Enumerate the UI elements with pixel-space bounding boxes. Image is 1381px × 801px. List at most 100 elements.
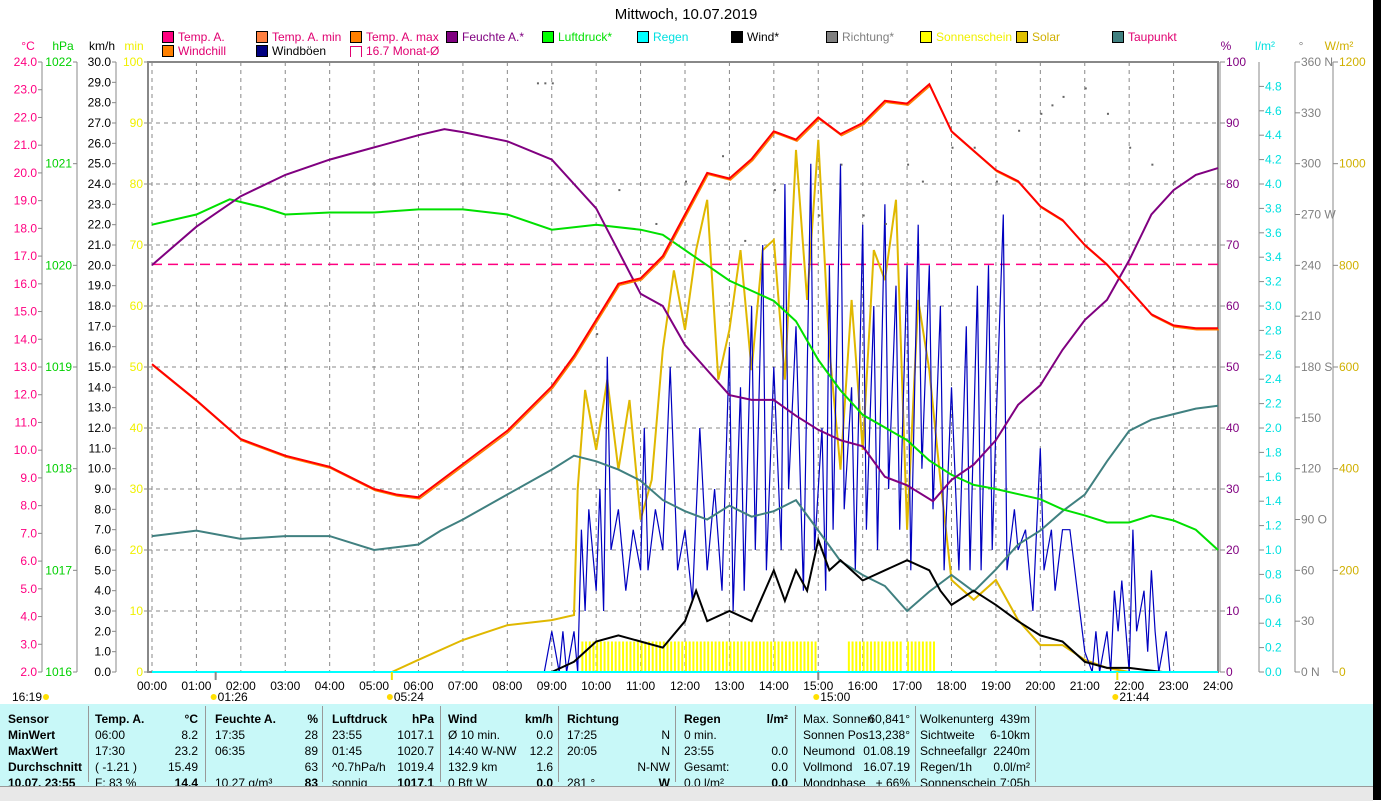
astro-time-sunset: 21:44 [1119, 690, 1149, 704]
column-separator [322, 706, 323, 782]
sunshine-bar [685, 641, 687, 672]
sunshine-bar [847, 641, 850, 672]
axis-tick-label: 180 S [1301, 360, 1332, 374]
axis-tick-label: 0.2 [1265, 641, 1282, 655]
legend-swatch [542, 31, 554, 43]
axis-tick-label: 20.0 [88, 258, 112, 272]
legend-swatch [162, 31, 174, 43]
sunshine-bar [929, 641, 932, 672]
direction-point [722, 155, 725, 158]
legend-item: Temp. A. min [256, 30, 341, 44]
axis-unit-label: min [124, 39, 143, 53]
row-value: 15.49 [167, 760, 198, 774]
row-label: Regen/1h [920, 760, 973, 774]
axis-tick-label: 25.0 [88, 157, 112, 171]
column-header: Richtung [567, 712, 619, 726]
axis-tick-label: 5.0 [20, 582, 37, 596]
row-value: 89 [304, 744, 318, 758]
legend-label: Temp. A. [178, 30, 225, 44]
row-label: 06:00 [95, 728, 126, 742]
sun-icon [1112, 694, 1119, 700]
direction-point [1173, 180, 1176, 183]
row-value: 0.0l/m² [993, 760, 1030, 774]
legend-swatch [256, 31, 268, 43]
axis-tick-label: 2.4 [1265, 372, 1282, 386]
direction-point [744, 239, 747, 242]
sunshine-bar [777, 641, 780, 672]
axis-tick-label: 2.0 [20, 665, 37, 679]
column-separator [1035, 706, 1036, 782]
column-separator [675, 706, 676, 782]
row-value: W [658, 776, 670, 790]
x-tick-label: 11:00 [626, 679, 655, 693]
axis-tick-label: 26.0 [88, 136, 112, 150]
row-value: N [661, 728, 670, 742]
sunshine-bar [662, 641, 665, 672]
axis-tick-label: 0 [1339, 665, 1346, 679]
sunshine-bar [592, 641, 595, 672]
axis-tick-label: 1020 [45, 258, 72, 272]
series-feuchte-a- [151, 128, 1219, 503]
sunshine-bar [803, 641, 806, 672]
axis-tick-label: 20 [1226, 543, 1240, 557]
row-label: ^0.7hPa/h [332, 760, 386, 774]
axis-unit-label: hPa [52, 39, 74, 53]
row-label: MaxWert [8, 744, 58, 758]
legend-swatch [637, 31, 649, 43]
axis-tick-label: 0 [136, 665, 143, 679]
axis-tick-label: 30 [130, 482, 144, 496]
column-unit: 60,841° [868, 712, 910, 726]
sunshine-bar [747, 641, 750, 672]
legend-swatch [446, 31, 458, 43]
sunshine-bar [895, 641, 898, 672]
axis-tick-label: 0 [1226, 665, 1233, 679]
sunshine-bar [710, 641, 713, 672]
axis-tick-label: 1.4 [1265, 494, 1282, 508]
axis-tick-label: 70 [1226, 238, 1240, 252]
direction-point [862, 214, 865, 217]
sunshine-bar [918, 641, 921, 672]
sunshine-bar [640, 641, 643, 672]
axis-tick-label: 24.0 [88, 177, 112, 191]
sunshine-bar [714, 641, 717, 672]
axis-tick-label: 20.0 [14, 166, 38, 180]
x-tick-label: 19:00 [981, 679, 1011, 693]
axis-tick-label: 1017 [45, 563, 72, 577]
row-label: ( -1.21 ) [95, 760, 138, 774]
axis-tick-label: 0.4 [1265, 616, 1282, 630]
legend-swatch [162, 45, 174, 57]
axis-tick-label: 240 [1301, 258, 1321, 272]
axis-tick-label: 0 N [1301, 665, 1320, 679]
x-tick-label: 13:00 [714, 679, 744, 693]
sunshine-bar [773, 641, 776, 672]
x-tick-label: 12:00 [670, 679, 700, 693]
legend-label: Luftdruck* [558, 30, 613, 44]
axis-tick-label: 800 [1339, 258, 1359, 272]
legend-item: Temp. A. max [350, 30, 439, 44]
direction-point [1151, 163, 1154, 166]
series-windb-en [543, 163, 1171, 673]
sunshine-bar [585, 641, 588, 672]
row-value: 8.2 [181, 728, 198, 742]
axis-unit-label: ° [1299, 39, 1304, 53]
sunshine-bar [633, 641, 636, 672]
row-value: 01.08.19 [863, 744, 910, 758]
x-tick-label: 23:00 [1159, 679, 1189, 693]
legend-label: Solar [1032, 30, 1061, 44]
sunshine-bar [888, 641, 891, 672]
sunshine-bar [647, 641, 650, 672]
row-label: 14:40 W-NW [448, 744, 517, 758]
x-tick-label: 03:00 [270, 679, 300, 693]
row-value: 28 [304, 728, 318, 742]
x-tick-label: 18:00 [936, 679, 966, 693]
sunshine-bar [921, 641, 924, 672]
axis-tick-label: 4.0 [94, 584, 111, 598]
sunshine-bar [673, 641, 676, 672]
axis-tick-label: 22.0 [88, 218, 112, 232]
row-value: 16.07.19 [863, 760, 910, 774]
axis-tick-label: 13.0 [14, 360, 38, 374]
legend-label: Richtung* [842, 30, 895, 44]
column-header: Sensor [8, 712, 49, 726]
sunshine-bar [599, 641, 602, 672]
sunshine-bar [866, 641, 869, 672]
